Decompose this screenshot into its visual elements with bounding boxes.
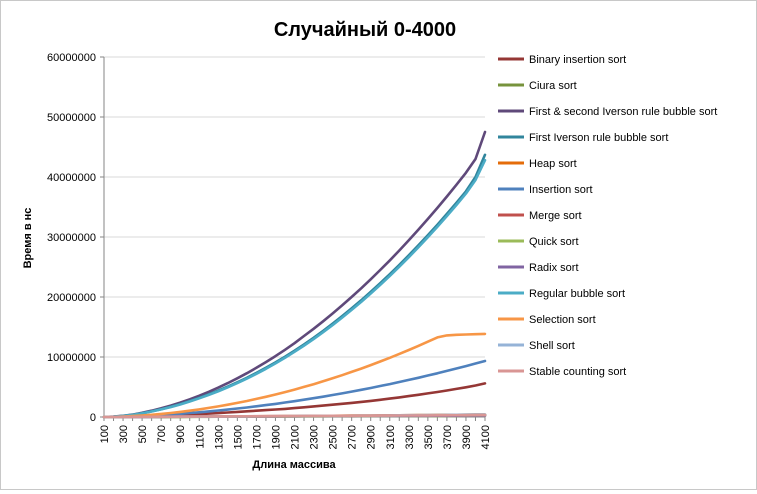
legend-label: First & second Iverson rule bubble sort xyxy=(529,106,717,118)
x-tick-label: 1500 xyxy=(232,425,244,449)
legend-label: Stable counting sort xyxy=(529,366,626,378)
x-tick-label: 4100 xyxy=(480,425,492,449)
legend-label: Quick sort xyxy=(529,236,579,248)
series-line-first-iverson-rule-bubble-sort xyxy=(102,153,487,419)
legend: Binary insertion sort Ciura sort First & s… xyxy=(498,54,717,378)
legend-label: Radix sort xyxy=(529,262,579,274)
x-tick-label: 2700 xyxy=(347,425,359,449)
x-axis-tick-labels: 100 300 500 700 900 1100 1300 1500 1700 1900 2100 2… xyxy=(99,425,492,449)
x-tick-label: 300 xyxy=(118,425,130,443)
x-tick-label: 100 xyxy=(99,425,111,443)
legend-label: Insertion sort xyxy=(529,184,593,196)
y-tick-label: 50000000 xyxy=(47,112,96,124)
x-tick-label: 2300 xyxy=(309,425,321,449)
legend-label: Selection sort xyxy=(529,314,596,326)
y-tick-label: 10000000 xyxy=(47,352,96,364)
y-tick-label: 0 xyxy=(90,412,96,424)
x-tick-label: 500 xyxy=(137,425,149,443)
series-line-regular-bubble-sort xyxy=(102,158,487,419)
series-line-selection-sort xyxy=(102,332,487,419)
x-tick-label: 2100 xyxy=(290,425,302,449)
legend-label: Binary insertion sort xyxy=(529,54,626,66)
legend-label: Shell sort xyxy=(529,340,575,352)
x-tick-label: 1700 xyxy=(251,425,263,449)
x-tick-label: 2900 xyxy=(366,425,378,449)
series-line-stable-counting-sort xyxy=(102,413,487,419)
x-tick-label: 1100 xyxy=(194,425,206,449)
x-tick-label: 700 xyxy=(156,425,168,443)
series-lines xyxy=(102,130,487,419)
x-axis-title: Длина массива xyxy=(252,459,336,471)
y-tick-label: 60000000 xyxy=(47,52,96,64)
chart-title: Случайный 0-4000 xyxy=(274,19,456,41)
legend-label: Heap sort xyxy=(529,158,577,170)
x-tick-label: 900 xyxy=(175,425,187,443)
y-tick-label: 40000000 xyxy=(47,172,96,184)
x-tick-label: 3300 xyxy=(404,425,416,449)
x-tick-label: 3700 xyxy=(442,425,454,449)
y-tick-label: 30000000 xyxy=(47,232,96,244)
x-tick-label: 2500 xyxy=(328,425,340,449)
legend-label: Ciura sort xyxy=(529,80,577,92)
y-axis-title: Время в нс xyxy=(22,208,34,269)
legend-label: Regular bubble sort xyxy=(529,288,625,300)
x-tick-label: 3900 xyxy=(461,425,473,449)
x-tick-label: 1900 xyxy=(270,425,282,449)
x-tick-label: 3100 xyxy=(385,425,397,449)
y-tick-label: 20000000 xyxy=(47,292,96,304)
y-axis-tick-labels: 0 10000000 20000000 30000000 40000000 5000000… xyxy=(47,52,96,424)
legend-label: First Iverson rule bubble sort xyxy=(529,132,668,144)
gridlines xyxy=(104,56,485,358)
x-tick-label: 3500 xyxy=(423,425,435,449)
x-tick-label: 1300 xyxy=(213,425,225,449)
legend-label: Merge sort xyxy=(529,210,582,222)
